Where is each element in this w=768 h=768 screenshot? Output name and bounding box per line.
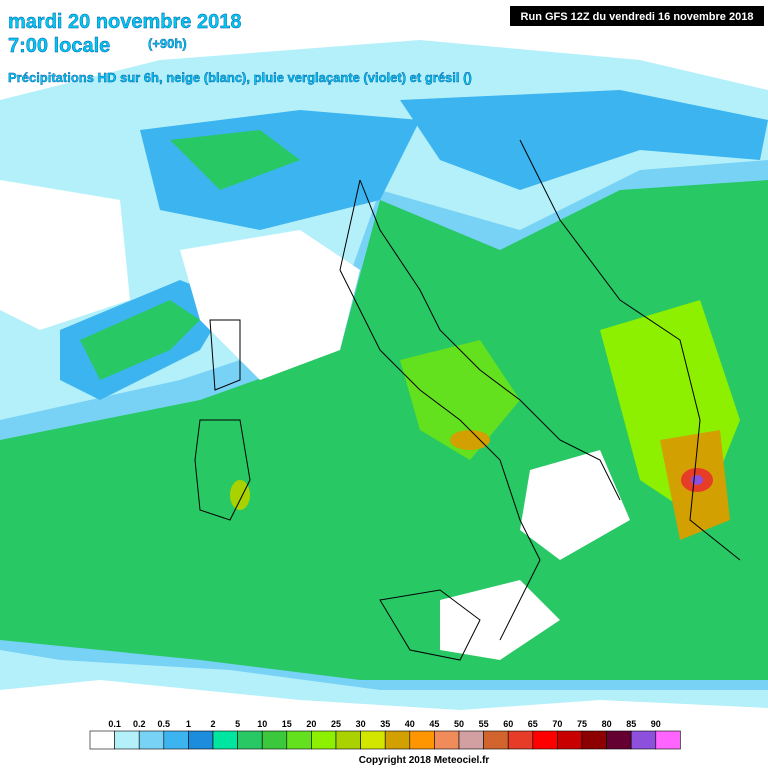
legend-swatch (384, 730, 411, 750)
legend-label: 0.1 (108, 719, 121, 729)
description: Précipitations HD sur 6h, neige (blanc),… (8, 70, 472, 85)
legend-swatch (360, 730, 386, 750)
legend-swatch (581, 730, 607, 750)
legend-swatch (606, 730, 632, 750)
legend-label: 90 (651, 719, 661, 729)
legend-swatch (458, 730, 484, 750)
legend-swatch (286, 730, 312, 750)
legend-label: 15 (282, 719, 292, 729)
legend-label: 75 (577, 719, 587, 729)
lead-time: (+90h) (148, 36, 187, 51)
legend-label: 40 (405, 719, 415, 729)
legend: 0.1 0.2 0.5 1 2 5 10 15 20 25 30 35 40 45 50 55 60 65 70 75… (89, 719, 681, 750)
legend-label: 0.5 (158, 719, 171, 729)
copyright: Copyright 2018 Meteociel.fr (359, 755, 490, 766)
legend-label: 1 (186, 719, 191, 729)
legend-label: 55 (479, 719, 489, 729)
legend-label: 0.2 (133, 719, 146, 729)
legend-swatch (237, 730, 263, 750)
legend-swatch (409, 730, 435, 750)
legend-swatch (507, 730, 534, 750)
legend-label: 45 (429, 719, 439, 729)
legend-swatch (630, 730, 657, 750)
legend-swatch (557, 730, 583, 750)
coastlines (194, 139, 741, 661)
legend-label: 2 (210, 719, 215, 729)
legend-swatch (114, 730, 140, 750)
legend-swatch (335, 730, 361, 750)
legend-label: 60 (503, 719, 513, 729)
run-box (510, 6, 764, 26)
run-info: Run GFS 12Z du vendredi 16 novembre 2018 (521, 11, 754, 23)
legend-swatch (188, 730, 214, 750)
legend-label: 80 (602, 719, 612, 729)
legend-swatch (483, 730, 509, 750)
legend-swatch (163, 730, 189, 750)
legend-label: 85 (626, 719, 636, 729)
legend-label: 50 (454, 719, 464, 729)
legend-label: 10 (257, 719, 267, 729)
legend-swatch (89, 730, 115, 750)
legend-swatch (655, 730, 681, 750)
legend-label: 30 (356, 719, 366, 729)
legend-swatch (434, 730, 460, 750)
legend-swatch (138, 730, 165, 750)
legend-swatch (532, 730, 558, 750)
legend-label: 65 (528, 719, 538, 729)
time: 7:00 locale (8, 35, 110, 57)
legend-swatch (212, 730, 238, 750)
legend-label: 35 (380, 719, 390, 729)
legend-swatch (261, 730, 288, 750)
legend-label: 70 (552, 719, 562, 729)
legend-label: 20 (306, 719, 316, 729)
legend-label: 25 (331, 719, 341, 729)
precip-field (0, 40, 768, 710)
date: mardi 20 novembre 2018 (8, 11, 241, 33)
legend-label: 5 (235, 719, 240, 729)
legend-swatch (311, 730, 337, 750)
